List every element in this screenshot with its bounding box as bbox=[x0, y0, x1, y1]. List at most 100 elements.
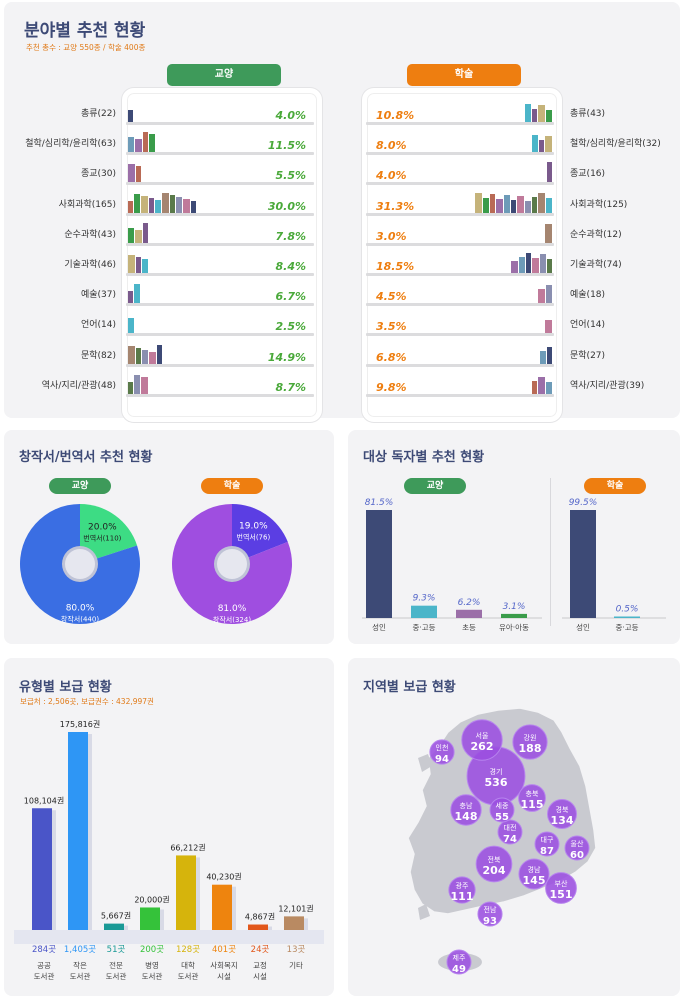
region-value-label: 49 bbox=[452, 964, 466, 975]
left-category-label: 예술(37) bbox=[80, 290, 116, 301]
types-category-label: 사회복지 bbox=[210, 961, 238, 970]
audience-value-label: 3.1% bbox=[503, 602, 526, 612]
region-value-label: 87 bbox=[540, 846, 554, 857]
left-book bbox=[162, 192, 169, 213]
pie-slice-label: 창작서(440) bbox=[61, 614, 99, 623]
left-category-label: 철학/심리학/윤리학(63) bbox=[25, 139, 116, 150]
left-book bbox=[141, 195, 148, 213]
right-category-label: 예술(18) bbox=[570, 290, 606, 301]
region-value-label: 93 bbox=[483, 916, 497, 927]
region-name-label: 경기 bbox=[490, 767, 503, 776]
right-book bbox=[546, 285, 552, 304]
left-book bbox=[142, 259, 148, 273]
left-book bbox=[149, 351, 156, 364]
left-book bbox=[157, 344, 162, 364]
types-count-band bbox=[14, 930, 324, 944]
region-value-label: 60 bbox=[570, 850, 584, 861]
shelf-line bbox=[366, 122, 554, 125]
right-book bbox=[538, 289, 545, 304]
audience-bar bbox=[570, 510, 596, 618]
region-value-label: 134 bbox=[551, 814, 574, 827]
right-book bbox=[538, 105, 545, 122]
right-book bbox=[532, 258, 539, 273]
right-percent-label: 4.0% bbox=[376, 169, 407, 183]
region-bubble bbox=[518, 858, 550, 890]
region-value-label: 536 bbox=[485, 776, 508, 789]
shelf-line bbox=[366, 333, 554, 337]
left-percent-label: 6.7% bbox=[275, 290, 306, 304]
types-value-label: 66,212권 bbox=[170, 842, 205, 852]
region-value-label: 188 bbox=[519, 742, 542, 755]
right-category-label: 총류(43) bbox=[570, 109, 606, 119]
right-book bbox=[504, 194, 510, 213]
region-name-label: 서울 bbox=[476, 731, 489, 740]
types-bar bbox=[176, 855, 196, 930]
region-name-label: 대구 bbox=[541, 836, 554, 844]
right-book bbox=[540, 254, 546, 273]
types-count-label: 13곳 bbox=[287, 945, 306, 955]
audience-category-label: 초등 bbox=[462, 623, 476, 632]
right-book bbox=[538, 376, 545, 394]
audience-bar bbox=[614, 616, 640, 618]
translation-left-tag: 교양 bbox=[49, 478, 111, 494]
region-name-label: 세종 bbox=[496, 801, 509, 810]
region-value-label: 145 bbox=[523, 874, 546, 887]
shelf-line bbox=[126, 363, 314, 367]
right-book bbox=[547, 346, 552, 364]
pie-percent-label: 20.0% bbox=[88, 522, 117, 532]
region-value-label: 204 bbox=[483, 864, 506, 877]
right-category-label: 철학/심리학/윤리학(32) bbox=[570, 139, 661, 150]
types-category-label: 공공 bbox=[37, 961, 51, 970]
korea-map-islands bbox=[418, 904, 430, 920]
types-bar bbox=[140, 907, 160, 930]
region-value-label: 115 bbox=[521, 798, 544, 811]
audience-bar bbox=[501, 613, 527, 618]
right-book bbox=[532, 109, 537, 122]
left-book bbox=[128, 110, 133, 122]
region-value-label: 111 bbox=[451, 890, 474, 903]
region-bubble bbox=[545, 872, 577, 904]
left-percent-label: 2.5% bbox=[275, 320, 306, 334]
right-percent-label: 18.5% bbox=[376, 260, 415, 273]
region-name-label: 제주 bbox=[453, 954, 466, 962]
right-book bbox=[532, 196, 537, 213]
right-book bbox=[532, 380, 537, 394]
audience-value-label: 99.5% bbox=[569, 498, 598, 508]
region-value-label: 151 bbox=[550, 888, 573, 901]
region-name-label: 울산 bbox=[571, 839, 584, 848]
types-bar bbox=[68, 732, 88, 930]
region-name-label: 광주 bbox=[456, 882, 469, 890]
right-book bbox=[517, 195, 524, 213]
types-count-label: 51곳 bbox=[107, 945, 126, 955]
left-category-label: 기술과학(46) bbox=[64, 260, 116, 270]
left-book bbox=[136, 257, 141, 273]
shelf-line bbox=[126, 122, 314, 125]
left-category-label: 순수과학(43) bbox=[64, 229, 116, 240]
left-category-label: 역사/지리/관광(48) bbox=[41, 380, 116, 391]
right-percent-label: 6.8% bbox=[376, 350, 407, 364]
region-name-label: 전북 bbox=[488, 855, 501, 864]
audience-value-label: 9.3% bbox=[413, 594, 436, 604]
types-category-label: 작은 bbox=[73, 960, 87, 970]
left-book bbox=[128, 255, 135, 273]
region-name-label: 대전 bbox=[504, 823, 517, 832]
types-bar bbox=[248, 924, 268, 930]
region-bubble bbox=[446, 949, 472, 975]
right-percent-label: 3.0% bbox=[376, 229, 407, 243]
korea-map-west-island bbox=[418, 754, 432, 772]
fields-title: 분야별 추천 현황 bbox=[24, 21, 146, 41]
translation-title: 창작서/번역서 추천 현황 bbox=[19, 450, 153, 465]
right-book bbox=[540, 350, 546, 364]
types-category-label: 병영 bbox=[145, 960, 159, 970]
right-percent-label: 3.5% bbox=[376, 320, 407, 334]
left-book bbox=[134, 374, 140, 394]
audience-left-tag: 교양 bbox=[404, 478, 466, 494]
left-book bbox=[135, 229, 142, 243]
shelf-line bbox=[126, 303, 314, 307]
audience-divider bbox=[550, 478, 551, 626]
left-category-label: 총류(22) bbox=[80, 109, 116, 119]
pie-percent-label: 19.0% bbox=[239, 522, 268, 532]
left-percent-label: 8.4% bbox=[275, 260, 306, 273]
audience-category-label: 중·고등 bbox=[615, 623, 638, 632]
region-bubble bbox=[564, 835, 590, 861]
